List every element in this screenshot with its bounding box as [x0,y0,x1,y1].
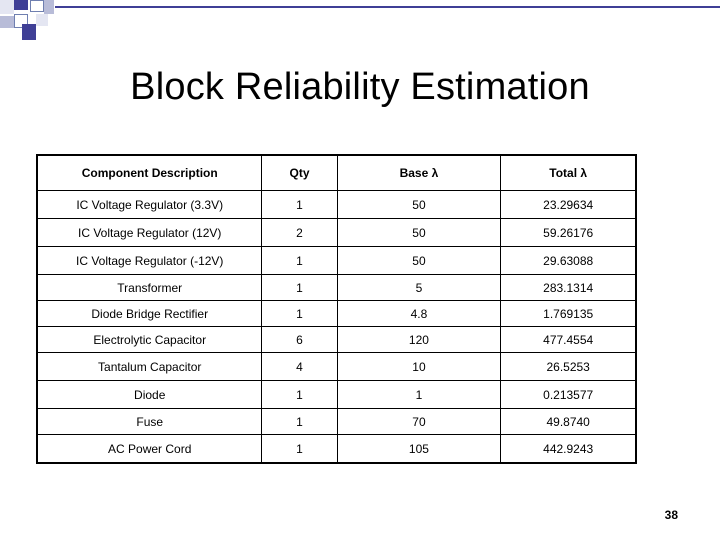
cell-total: 1.769135 [500,300,637,327]
table-row: IC Voltage Regulator (-12V) 1 50 29.6308… [36,246,637,275]
cell-base: 50 [336,218,502,247]
deco-square [36,14,48,26]
cell-total: 49.8740 [500,408,637,435]
cell-description: Transformer [36,274,263,301]
cell-description: AC Power Cord [36,434,263,464]
top-rule [55,6,720,8]
cell-total: 26.5253 [500,352,637,381]
cell-total: 283.1314 [500,274,637,301]
cell-total: 0.213577 [500,380,637,409]
cell-qty: 1 [261,300,338,327]
table-row: IC Voltage Regulator (3.3V) 1 50 23.2963… [36,190,637,219]
table-row: Diode 1 1 0.213577 [36,380,637,409]
cell-description: Fuse [36,408,263,435]
cell-base: 50 [336,246,502,275]
table-header-row: Component Description Qty Base λ Total λ [36,154,637,191]
deco-square [30,0,44,12]
table-row: Diode Bridge Rectifier 1 4.8 1.769135 [36,300,637,327]
slide-title: Block Reliability Estimation [130,66,590,108]
cell-description: IC Voltage Regulator (12V) [36,218,263,247]
cell-base: 4.8 [336,300,502,327]
cell-qty: 1 [261,274,338,301]
cell-description: Electrolytic Capacitor [36,326,263,353]
cell-base: 10 [336,352,502,381]
header-total-lambda: Total λ [500,154,637,191]
table-row: Transformer 1 5 283.1314 [36,274,637,301]
cell-total: 29.63088 [500,246,637,275]
cell-base: 1 [336,380,502,409]
cell-qty: 1 [261,190,338,219]
table-row: Fuse 1 70 49.8740 [36,408,637,435]
table-row: IC Voltage Regulator (12V) 2 50 59.26176 [36,218,637,247]
cell-qty: 1 [261,246,338,275]
cell-qty: 6 [261,326,338,353]
cell-base: 120 [336,326,502,353]
table-row: Electrolytic Capacitor 6 120 477.4554 [36,326,637,353]
corner-decoration [0,0,720,40]
cell-base: 50 [336,190,502,219]
cell-total: 59.26176 [500,218,637,247]
header-component-description: Component Description [36,154,263,191]
cell-qty: 1 [261,434,338,464]
header-qty: Qty [261,154,338,191]
cell-base: 70 [336,408,502,435]
table-row: Tantalum Capacitor 4 10 26.5253 [36,352,637,381]
page-number: 38 [664,508,678,522]
cell-qty: 1 [261,408,338,435]
deco-square [44,0,54,14]
deco-square [0,16,14,28]
deco-square [14,0,28,10]
cell-total: 23.29634 [500,190,637,219]
cell-description: Diode [36,380,263,409]
cell-base: 5 [336,274,502,301]
cell-description: IC Voltage Regulator (3.3V) [36,190,263,219]
cell-base: 105 [336,434,502,464]
cell-description: IC Voltage Regulator (-12V) [36,246,263,275]
cell-qty: 4 [261,352,338,381]
cell-total: 442.9243 [500,434,637,464]
header-base-lambda: Base λ [336,154,502,191]
reliability-table: Component Description Qty Base λ Total λ… [36,154,637,464]
cell-total: 477.4554 [500,326,637,353]
cell-qty: 1 [261,380,338,409]
cell-description: Diode Bridge Rectifier [36,300,263,327]
deco-square [22,24,36,40]
deco-square [0,0,14,14]
cell-qty: 2 [261,218,338,247]
cell-description: Tantalum Capacitor [36,352,263,381]
table-row: AC Power Cord 1 105 442.9243 [36,434,637,464]
